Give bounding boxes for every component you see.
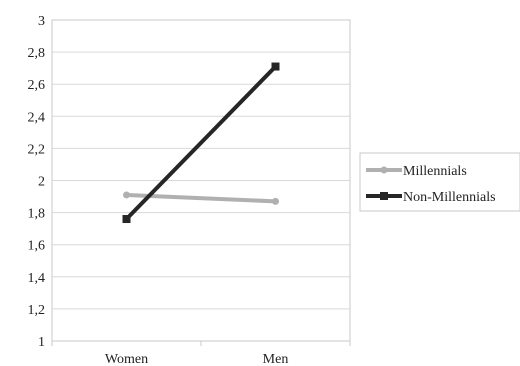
y-tick-label: 2,4 (28, 110, 46, 125)
x-axis: Women Men (51, 341, 351, 366)
gridlines (52, 51, 350, 310)
y-tick-label: 1,6 (28, 239, 46, 254)
y-tick-label: 2,2 (28, 142, 46, 157)
legend-item-millennials: Millennials (366, 164, 467, 179)
y-tick-label: 1,4 (28, 271, 46, 286)
data-point (271, 62, 280, 71)
data-point (122, 215, 131, 224)
series-line-non-millennials (125, 65, 277, 221)
y-tick-label: 3 (38, 14, 45, 29)
data-point (123, 191, 130, 199)
legend: Millennials Non-Millennials (359, 152, 520, 212)
y-tick-label: 2,6 (28, 78, 46, 93)
y-tick-label: 2 (38, 175, 45, 190)
legend-box (359, 152, 520, 212)
legend-label: Non-Millennials (403, 190, 496, 205)
legend-item-non-millennials: Non-Millennials (366, 190, 496, 205)
series-non-millennials (122, 62, 280, 224)
y-axis: 1 1,2 1,4 1,6 1,8 2 2,2 2,4 2,6 2,8 3 (28, 14, 46, 350)
y-tick-label: 2,8 (28, 46, 46, 61)
legend-label: Millennials (403, 164, 467, 179)
data-point (272, 197, 279, 205)
x-tick-label: Women (105, 352, 148, 366)
legend-marker (380, 166, 388, 174)
y-tick-label: 1,8 (28, 207, 46, 222)
y-tick-label: 1,2 (28, 303, 46, 318)
series-group (122, 62, 280, 224)
legend-marker (380, 192, 388, 200)
y-tick-label: 1 (38, 335, 45, 350)
x-tick-label: Men (263, 352, 289, 366)
